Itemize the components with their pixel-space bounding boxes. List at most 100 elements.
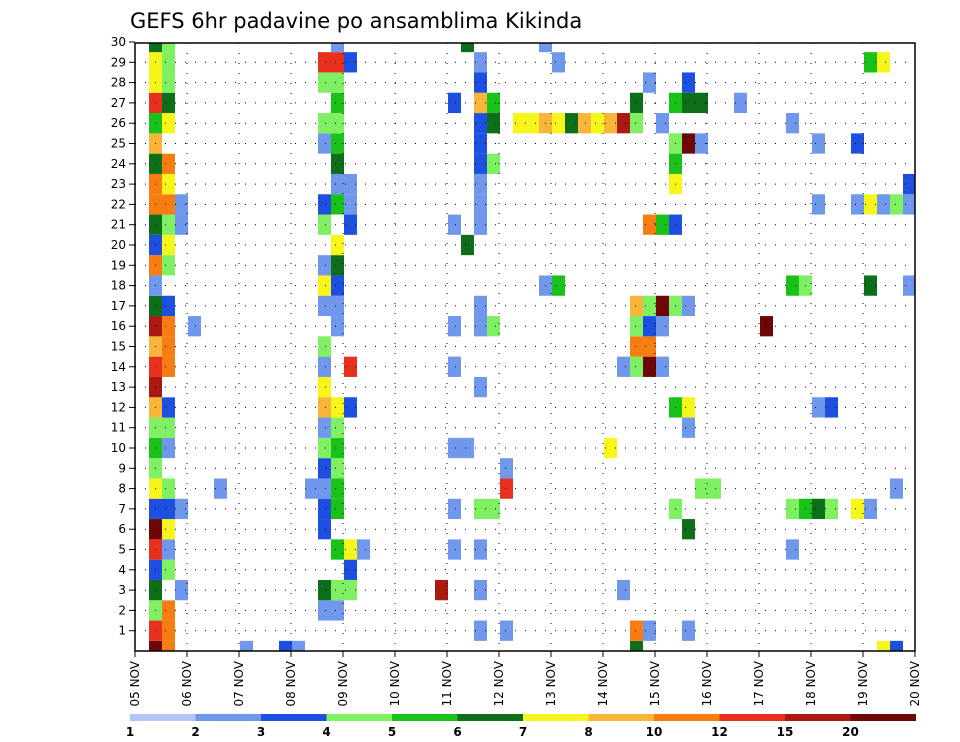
legend-swatch	[588, 714, 654, 721]
legend-label: 1	[126, 725, 134, 739]
heatmap-cell	[487, 92, 500, 114]
heatmap-cell	[175, 498, 188, 520]
y-tick-label: 5	[118, 543, 126, 557]
heatmap-cell	[682, 417, 695, 438]
heatmap-cell	[344, 356, 357, 377]
x-tick-label: 19 NOV	[856, 660, 870, 706]
y-tick-label: 11	[111, 421, 126, 435]
x-tick-label: 13 NOV	[544, 660, 558, 706]
heatmap-cell	[344, 579, 357, 601]
heatmap-cell	[903, 173, 915, 195]
heatmap-cell	[474, 376, 487, 398]
heatmap-cell	[877, 640, 890, 651]
legend-label: 4	[322, 725, 330, 739]
y-tick-label: 17	[111, 299, 126, 313]
heatmap-cell	[331, 275, 344, 296]
heatmap-cell	[162, 640, 175, 651]
heatmap-cell	[162, 234, 175, 256]
heatmap-cell	[552, 113, 565, 134]
legend-label: 3	[257, 725, 265, 739]
heatmap-cell	[318, 133, 331, 154]
heatmap-cell	[331, 498, 344, 520]
heatmap-cell	[318, 214, 331, 235]
legend-swatch	[785, 714, 851, 721]
y-tick-label: 6	[118, 522, 126, 536]
legend-swatch	[850, 714, 916, 721]
heatmap-cell	[786, 113, 799, 134]
heatmap-cell	[331, 43, 344, 53]
x-tick-label: 20 NOV	[908, 660, 922, 706]
y-tick-label: 26	[111, 116, 126, 130]
heatmap-cell	[695, 92, 708, 114]
heatmap-cell	[344, 194, 357, 215]
heatmap-cell	[604, 437, 617, 459]
heatmap-cell	[318, 52, 331, 73]
heatmap-cell	[565, 113, 578, 134]
heatmap-cell	[812, 397, 825, 418]
heatmap-cell	[175, 214, 188, 235]
heatmap-cell	[162, 620, 175, 641]
heatmap-cell	[318, 255, 331, 276]
heatmap-cell	[500, 478, 513, 499]
heatmap-cell	[643, 214, 656, 235]
x-tick-label: 14 NOV	[596, 660, 610, 706]
heatmap-cell	[318, 72, 331, 93]
heatmap-cell	[630, 356, 643, 377]
heatmap-cell	[331, 437, 344, 459]
heatmap-cell	[305, 478, 318, 499]
heatmap-cell	[240, 640, 253, 651]
heatmap-cell	[318, 295, 331, 317]
heatmap-cell	[318, 600, 331, 621]
y-tick-label: 1	[118, 624, 126, 638]
heatmap-cell	[331, 458, 344, 479]
heatmap-cell	[474, 295, 487, 317]
y-tick-label: 24	[111, 157, 126, 171]
heatmap-cell	[682, 519, 695, 540]
heatmap-cell	[474, 52, 487, 73]
x-tick-label: 12 NOV	[492, 660, 506, 706]
heatmap-cell	[318, 478, 331, 499]
heatmap-cell	[188, 316, 201, 337]
heatmap-cell	[344, 214, 357, 235]
heatmap-cell	[474, 92, 487, 114]
heatmap-cell	[643, 72, 656, 93]
heatmap-cell	[331, 234, 344, 256]
heatmap-cell	[487, 498, 500, 520]
heatmap-cell	[630, 336, 643, 357]
heatmap-cell	[682, 397, 695, 418]
heatmap-cell	[331, 153, 344, 174]
heatmap-cell	[708, 478, 721, 499]
heatmap-cell	[435, 579, 448, 601]
heatmap-cell	[162, 539, 175, 560]
legend-label: 8	[584, 725, 592, 739]
heatmap-cell	[487, 113, 500, 134]
heatmap-cell	[474, 214, 487, 235]
heatmap-cell	[149, 640, 162, 651]
heatmap-cell	[656, 113, 669, 134]
heatmap-cell	[825, 397, 838, 418]
x-tick-label: 15 NOV	[648, 660, 662, 706]
heatmap-cell	[448, 498, 461, 520]
heatmap-cell	[630, 316, 643, 337]
heatmap-cell	[877, 194, 890, 215]
legend-swatch	[654, 714, 720, 721]
heatmap-cell	[292, 640, 305, 651]
heatmap-cell	[825, 498, 838, 520]
heatmap-cell	[214, 478, 227, 499]
heatmap-cell	[318, 559, 331, 580]
heatmap-cell	[331, 52, 344, 73]
y-tick-label: 16	[111, 319, 126, 333]
heatmap-cell	[474, 316, 487, 337]
x-tick-label: 11 NOV	[440, 660, 454, 706]
legend-label: 15	[777, 725, 794, 739]
heatmap-cell	[162, 92, 175, 114]
legend-swatch	[392, 714, 458, 721]
heatmap-cell	[474, 498, 487, 520]
heatmap-cell	[513, 113, 526, 134]
heatmap-cell	[331, 539, 344, 560]
heatmap-cell	[448, 539, 461, 560]
heatmap-cell	[331, 255, 344, 276]
color-legend: 1 2 3 4 5 6 7 8 10 12 15 20	[126, 714, 916, 739]
heatmap-cell	[474, 173, 487, 195]
heatmap-cell	[318, 519, 331, 540]
